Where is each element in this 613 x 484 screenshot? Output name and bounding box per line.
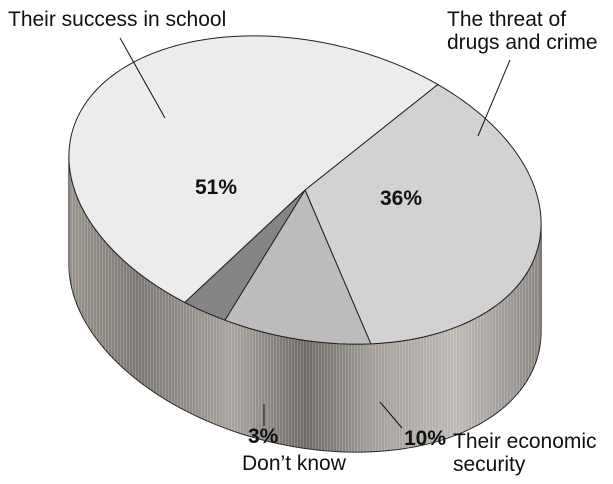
pie-slice-1 — [68, 35, 439, 303]
pie-slice-3 — [224, 188, 372, 345]
pie-side-texture — [68, 155, 542, 453]
slice-1-label: Their success in school — [8, 8, 227, 31]
slice-2-label: The threat of drugs and crime — [447, 8, 598, 54]
slice-2-percent: 36% — [380, 187, 423, 210]
leader-line-2 — [477, 59, 511, 137]
leader-line-1 — [119, 37, 166, 119]
slice-4-label: Don’t know — [242, 452, 346, 475]
slice-1-percent: 51% — [195, 176, 238, 199]
slice-3-label: Their economic security — [453, 430, 597, 476]
pie-slice-4 — [183, 189, 306, 321]
slice-4-percent: 3% — [248, 425, 279, 448]
pie-slice-2 — [304, 83, 542, 345]
leader-lines — [119, 37, 511, 429]
slice-3-percent: 10% — [404, 427, 447, 450]
leader-line-3 — [379, 401, 403, 429]
pie-top-faces — [68, 35, 542, 345]
